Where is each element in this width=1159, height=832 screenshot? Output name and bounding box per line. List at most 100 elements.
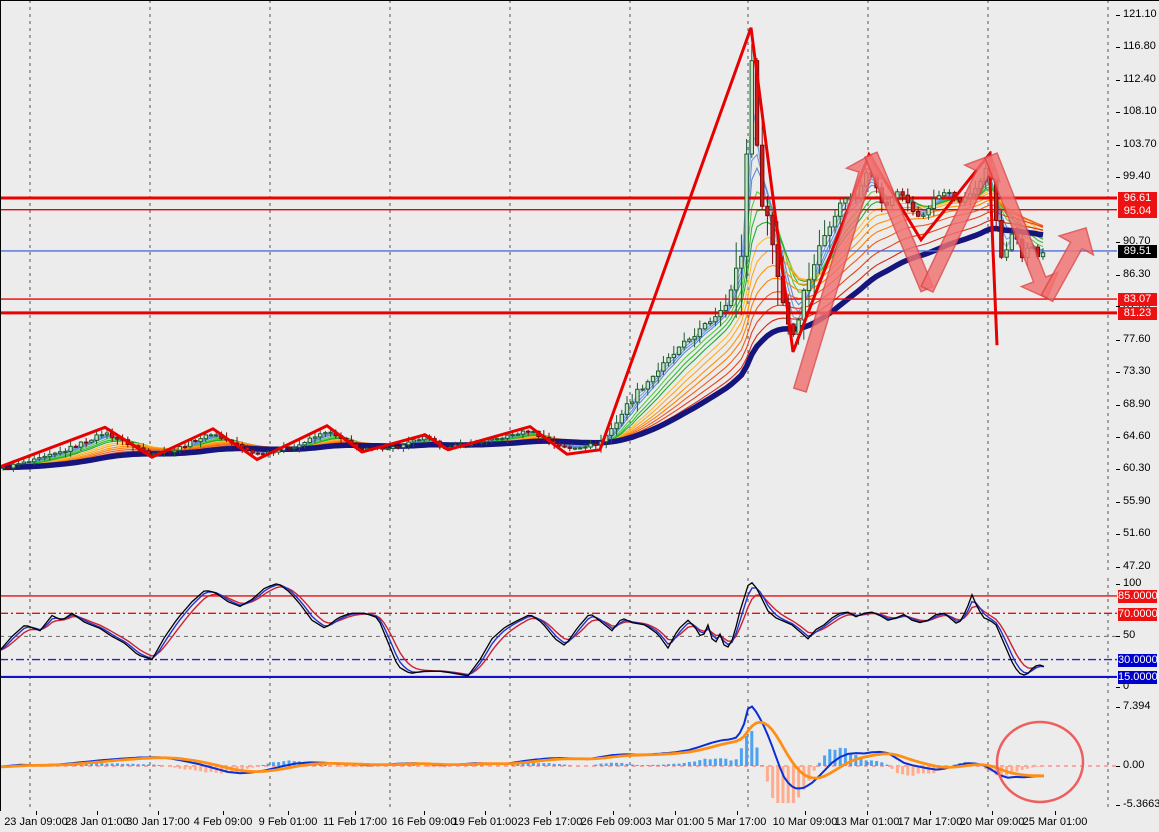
macd-histogram-bar [261, 764, 265, 766]
price-badge[interactable]: 70.0000 [1118, 607, 1158, 621]
time-tick-mark [288, 811, 289, 815]
macd-histogram-bar [323, 764, 327, 766]
price-badge[interactable]: 30.0000 [1118, 653, 1158, 667]
candle-body [942, 192, 947, 197]
macd-histogram-bar [682, 762, 686, 766]
price-badge[interactable]: 81.23 [1118, 306, 1157, 320]
macd-histogram-bar [339, 766, 343, 767]
candle-body [84, 441, 89, 444]
candle-body [416, 439, 422, 442]
axis-tick-mark [1116, 177, 1120, 178]
candle-body [6, 466, 11, 469]
time-axis[interactable]: 23 Jan 09:00 28 Jan 01:00 30 Jan 17:00 4 Fe… [0, 811, 1117, 832]
time-tick-mark [737, 811, 738, 815]
axis-tick-label: -5.3663 [1123, 798, 1159, 810]
candle-body [926, 208, 931, 216]
candle-body [328, 431, 333, 434]
axis-tick-label: 112.40 [1123, 73, 1156, 85]
time-tick-mark [675, 811, 676, 815]
price-badge[interactable]: 83.07 [1118, 292, 1157, 306]
trend-arrow[interactable] [1040, 226, 1095, 303]
candle-body [936, 195, 942, 200]
ma-ribbon-line [2, 103, 1044, 469]
axis-tick-label: 108.10 [1123, 105, 1157, 117]
macd-histogram-bar [921, 766, 925, 774]
macd-histogram-bar [875, 761, 879, 766]
candle-body [666, 357, 671, 364]
macd-histogram-bar [141, 764, 145, 766]
axis-tick-mark [1116, 584, 1120, 585]
macd-histogram-bar [1036, 766, 1040, 767]
macd-histogram-bar [89, 763, 93, 766]
macd-histogram-bar [859, 757, 863, 766]
macd-histogram-bar [266, 763, 270, 766]
trend-arrow[interactable] [920, 154, 1002, 294]
axis-tick-mark [1116, 567, 1120, 568]
candle-body [302, 442, 307, 446]
macd-histogram-bar [594, 764, 598, 766]
candle-body [42, 455, 47, 459]
macd-histogram-bar [115, 763, 119, 766]
macd-histogram-bar [911, 766, 915, 776]
macd-histogram-bar [568, 765, 572, 766]
macd-histogram-bar [365, 766, 369, 768]
macd-panel-svg[interactable] [0, 699, 1117, 811]
macd-histogram-bar [625, 763, 629, 766]
candle-body [250, 449, 255, 454]
candle-body [255, 452, 261, 455]
macd-histogram-bar [599, 763, 603, 766]
macd-histogram-bar [188, 766, 192, 770]
candle-body [214, 434, 219, 437]
macd-histogram-bar [885, 764, 889, 766]
price-axis[interactable]: 121.10 116.80 112.40 108.10 103.70 99.40 90.70… [1116, 0, 1159, 832]
macd-histogram-bar [427, 766, 431, 767]
candle-body [52, 452, 58, 455]
candle-body [37, 457, 42, 460]
stoch-panel-svg[interactable] [0, 578, 1117, 695]
macd-histogram-bar [760, 765, 764, 766]
candle-body [562, 445, 567, 448]
price-badge[interactable]: 96.61 [1118, 191, 1157, 205]
price-badge[interactable]: 89.51 [1118, 244, 1157, 258]
candle-body [578, 447, 583, 450]
main-panel-svg[interactable] [0, 0, 1117, 574]
candle-body [26, 461, 32, 464]
candle-body [687, 338, 692, 342]
axis-tick-label: 0 [1123, 680, 1130, 692]
macd-histogram-bar [318, 764, 322, 766]
candle-body [822, 235, 827, 247]
axis-tick-mark [1116, 437, 1120, 438]
macd-histogram-bar [927, 766, 931, 774]
macd-histogram-bar [225, 766, 229, 773]
highlight-ellipse[interactable] [995, 720, 1085, 804]
macd-histogram-bar [656, 764, 660, 766]
time-tick-mark [223, 811, 224, 815]
candle-body [728, 289, 734, 307]
macd-histogram-bar [126, 763, 130, 766]
trend-arrow[interactable] [864, 151, 934, 293]
time-tick-mark [992, 811, 993, 815]
candle-body [396, 446, 401, 449]
trend-arrow[interactable] [792, 153, 886, 393]
price-badge[interactable]: 15.0000 [1118, 670, 1158, 684]
macd-histogram-bar [916, 766, 920, 774]
macd-histogram-bar [895, 766, 899, 774]
macd-histogram-bar [1020, 766, 1024, 770]
time-tick-label: 9 Feb 01:00 [258, 816, 318, 828]
candle-body [739, 255, 744, 269]
candle-body [744, 153, 749, 257]
time-tick-mark [930, 811, 931, 815]
macd-histogram-bar [708, 759, 712, 766]
price-badge[interactable]: 95.04 [1118, 204, 1157, 218]
stoch-slow-line [0, 586, 1044, 676]
macd-histogram-bar [443, 766, 447, 768]
candle-body [817, 245, 822, 266]
macd-histogram-bar [724, 758, 728, 766]
candle-body [567, 446, 572, 449]
candle-body [16, 463, 21, 466]
price-badge[interactable]: 85.0000 [1118, 589, 1158, 603]
macd-histogram-bar [833, 749, 837, 766]
axis-tick-label: 68.90 [1123, 398, 1151, 410]
macd-histogram-bar [100, 763, 104, 766]
